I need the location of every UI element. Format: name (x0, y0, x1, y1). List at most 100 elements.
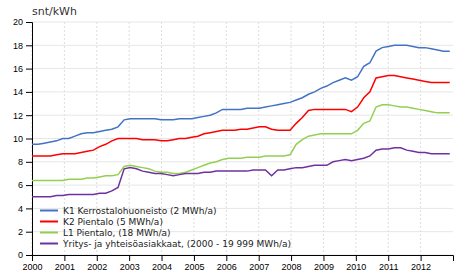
x-axis-tick-label: 2009 (314, 262, 334, 272)
x-axis-tick: 2010 (346, 255, 366, 272)
y-axis-tick-label: 6 (18, 180, 23, 190)
y-axis-line (26, 23, 33, 256)
y-axis-tick-mark (26, 69, 32, 70)
y-axis-tick-label: 18 (13, 41, 23, 51)
grid-line-y (32, 68, 453, 69)
y-axis-tick-mark (26, 92, 32, 93)
x-axis-tick: 2001 (55, 255, 75, 272)
grid-line-y (32, 161, 453, 162)
x-axis-tick-label: 2002 (87, 262, 107, 272)
plot: 2000200120022003200420052006200720082009… (13, 17, 454, 272)
y-axis: 0 2 4 6 8 10 12 14 16 18 20 (13, 17, 33, 260)
legend-swatch (40, 243, 58, 245)
y-axis-tick-mark (26, 162, 32, 163)
x-axis-line (33, 256, 454, 262)
y-axis-tick: 16 (13, 64, 32, 74)
x-axis-tick-mark (97, 255, 98, 261)
y-axis-tick: 8 (18, 157, 32, 167)
y-axis-tick-mark (26, 255, 32, 256)
y-axis-tick-mark (26, 185, 32, 186)
y-axis-tick: 10 (13, 134, 32, 144)
y-axis-tick-mark (26, 208, 32, 209)
x-axis-tick-mark (64, 255, 65, 261)
x-axis-tick-label: 2008 (282, 262, 302, 272)
y-axis-tick: 12 (13, 111, 32, 121)
x-axis-tick-mark (162, 255, 163, 261)
y-axis-tick-label: 0 (18, 250, 23, 260)
legend-swatch (40, 221, 58, 223)
legend-label: Yritys- ja yhteisöasiakkaat, (2000 - 19 … (62, 239, 291, 249)
x-axis-tick: 2004 (152, 255, 172, 272)
y-axis-tick: 4 (18, 204, 32, 214)
x-axis-tick-label: 2003 (120, 262, 140, 272)
x-axis-tick-label: 2006 (217, 262, 237, 272)
x-axis-tick: 2006 (217, 255, 237, 272)
y-axis-title: snt/kWh (32, 5, 77, 18)
grid (32, 22, 453, 255)
y-axis-tick: 2 (18, 227, 32, 237)
x-axis-tick: 2011 (379, 255, 398, 272)
y-axis-tick-mark (26, 45, 32, 46)
x-axis-tick-mark (291, 255, 292, 261)
y-axis-tick-label: 16 (13, 64, 23, 74)
y-axis-tick: 14 (13, 87, 32, 97)
y-axis-tick: 20 (13, 17, 32, 27)
legend-label: K1 Kerrostalohuoneisto (2 MWh/a) (63, 206, 217, 216)
y-axis-tick-mark (26, 139, 32, 140)
legend-item: K2 Pientalo (5 MWh/a) (40, 217, 163, 227)
x-axis-tick-label: 2004 (152, 262, 172, 272)
y-axis-tick-label: 20 (13, 17, 23, 27)
y-axis-tick-mark (26, 232, 32, 233)
y-axis-tick-label: 12 (13, 111, 23, 121)
legend-label: L1 Pientalo, (18 MWh/a) (63, 228, 171, 238)
y-axis-tick-label: 2 (18, 227, 23, 237)
chart: 2000200120022003200420052006200720082009… (0, 0, 469, 277)
x-axis-tick: 2009 (314, 255, 334, 272)
x-axis-tick-mark (388, 255, 389, 261)
grid-line-y (32, 115, 453, 116)
lines (32, 45, 450, 196)
x-axis-tick-mark (421, 255, 422, 261)
x-axis-tick: 2008 (282, 255, 302, 272)
x-axis-tick-label: 2010 (346, 262, 366, 272)
grid-line-y (32, 138, 453, 139)
x-axis-tick-mark (194, 255, 195, 261)
x-axis-tick: 2002 (87, 255, 107, 272)
x-axis-tick: 2005 (184, 255, 204, 272)
legend-swatch (40, 232, 58, 234)
y-axis-tick: 18 (13, 41, 32, 51)
x-axis-tick: 2000 (22, 255, 42, 272)
x-axis-tick-label: 2000 (22, 262, 42, 272)
x-axis-tick-mark (226, 255, 227, 261)
x-axis-tick-label: 2001 (55, 262, 75, 272)
grid-line-y (32, 185, 453, 186)
series-line (32, 105, 450, 181)
x-axis-tick-mark (323, 255, 324, 261)
x-axis-tick: 2003 (120, 255, 140, 272)
series-line (32, 76, 450, 156)
x-axis-tick-mark (259, 255, 260, 261)
x-axis-tick-mark (129, 255, 130, 261)
x-axis-tick-label: 2007 (249, 262, 269, 272)
y-axis-tick-label: 10 (13, 134, 23, 144)
x-axis-tick-label: 2005 (184, 262, 204, 272)
x-axis-tick-label: 2011 (379, 262, 398, 272)
legend-swatch (40, 210, 58, 212)
x-axis-tick: 2007 (249, 255, 269, 272)
y-axis-tick-label: 8 (18, 157, 23, 167)
legend-item: Yritys- ja yhteisöasiakkaat, (2000 - 19 … (40, 239, 291, 249)
y-axis-tick: 0 (18, 250, 32, 260)
y-axis-tick-mark (26, 115, 32, 116)
x-axis-tick-label: 2012 (411, 262, 431, 272)
legend: K1 Kerrostalohuoneisto (2 MWh/a)K2 Pient… (40, 206, 291, 249)
y-axis-tick-label: 14 (13, 87, 23, 97)
x-axis: 2000 2001 2002 2003 2004 2005 2006 2007 2008 2009… (22, 255, 453, 272)
y-axis-tick-mark (26, 22, 32, 23)
y-axis-tick: 6 (18, 180, 32, 190)
legend-label: K2 Pientalo (5 MWh/a) (63, 217, 163, 227)
x-axis-tick-mark (356, 255, 357, 261)
series-line (32, 148, 450, 197)
y-axis-tick-label: 4 (18, 204, 23, 214)
legend-item: K1 Kerrostalohuoneisto (2 MWh/a) (40, 206, 217, 216)
grid-line-y (32, 22, 453, 23)
